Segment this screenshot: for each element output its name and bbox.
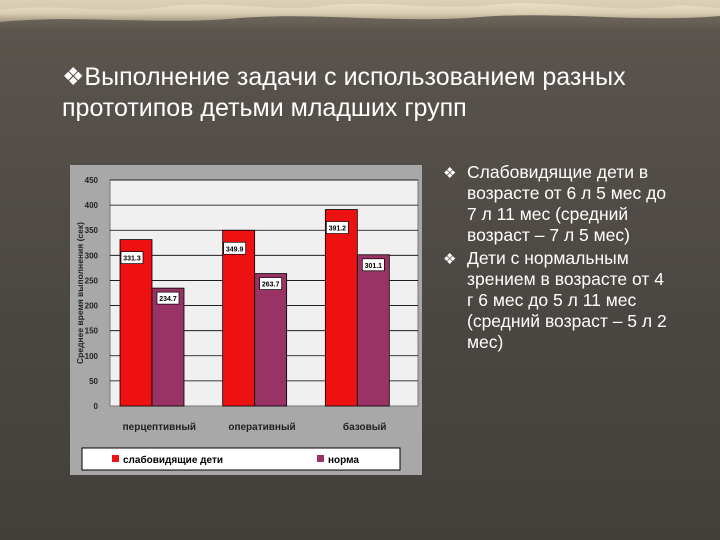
y-tick-label: 50 (89, 377, 98, 386)
bullet-list: ❖ Слабовидящие дети в возрасте от 6 л 5 … (443, 162, 673, 355)
data-label: 391.2 (329, 226, 347, 233)
data-label-box (223, 241, 247, 255)
data-label: 263.7 (262, 282, 280, 289)
data-label-box (361, 258, 385, 272)
decorative-top-band (0, 0, 720, 30)
y-tick-label: 150 (85, 327, 99, 336)
data-label-box (259, 277, 283, 290)
x-category-label: оперативный (228, 422, 295, 433)
y-tick-label: 200 (85, 302, 99, 311)
data-label: 301.1 (365, 263, 383, 270)
x-category-label: базовый (343, 421, 387, 433)
data-label-box (156, 291, 180, 305)
legend-swatch (112, 455, 119, 462)
bar-series1 (324, 209, 358, 407)
bar-series1 (222, 229, 256, 407)
bullet-text: Слабовидящие дети в возрасте от 6 л 5 ме… (467, 162, 667, 245)
bar-series2 (151, 287, 185, 407)
diamond-bullet-icon: ❖ (443, 251, 457, 268)
data-label: 234.7 (159, 296, 177, 303)
data-label-box (120, 251, 144, 264)
y-tick-label: 300 (85, 251, 99, 260)
slide-title: ❖Выполнение задачи с использованием разн… (62, 62, 662, 124)
legend-swatch (317, 455, 324, 462)
y-tick-label: 350 (85, 226, 99, 235)
bar-series2 (356, 254, 390, 407)
bullet-item: ❖ Дети с нормальным зрением в возрасте о… (443, 248, 673, 353)
bar-chart: 0 50 100 150 200 250 300 350 400 450 Среднее время… (75, 176, 419, 471)
y-tick-label: 450 (85, 176, 99, 185)
y-axis-title: Среднее время выполнения (сек) (75, 222, 85, 364)
data-label: 331.3 (123, 256, 141, 263)
legend-box (81, 447, 401, 471)
y-tick-label: 0 (94, 402, 99, 411)
legend-label: норма (328, 455, 359, 466)
data-label-box (325, 221, 349, 234)
slide-title-text: Выполнение задачи с использованием разны… (62, 63, 626, 122)
x-category-label: перцептивный (123, 422, 196, 433)
bullet-item: ❖ Слабовидящие дети в возрасте от 6 л 5 … (443, 162, 673, 246)
diamond-bullet-icon: ❖ (443, 165, 457, 182)
bar-series1 (119, 239, 153, 407)
y-tick-label: 100 (85, 352, 99, 361)
y-tick-label: 400 (85, 201, 99, 210)
chart-panel: 0 50 100 150 200 250 300 350 400 450 Среднее время… (70, 165, 422, 475)
y-tick-label: 250 (85, 276, 99, 285)
diamond-bullet-icon: ❖ (62, 63, 85, 91)
data-label: 349.9 (226, 246, 244, 253)
legend-label: слабовидящие дети (123, 454, 223, 466)
bullet-text: Дети с нормальным зрением в возрасте от … (467, 248, 667, 352)
bar-series2 (254, 273, 288, 407)
